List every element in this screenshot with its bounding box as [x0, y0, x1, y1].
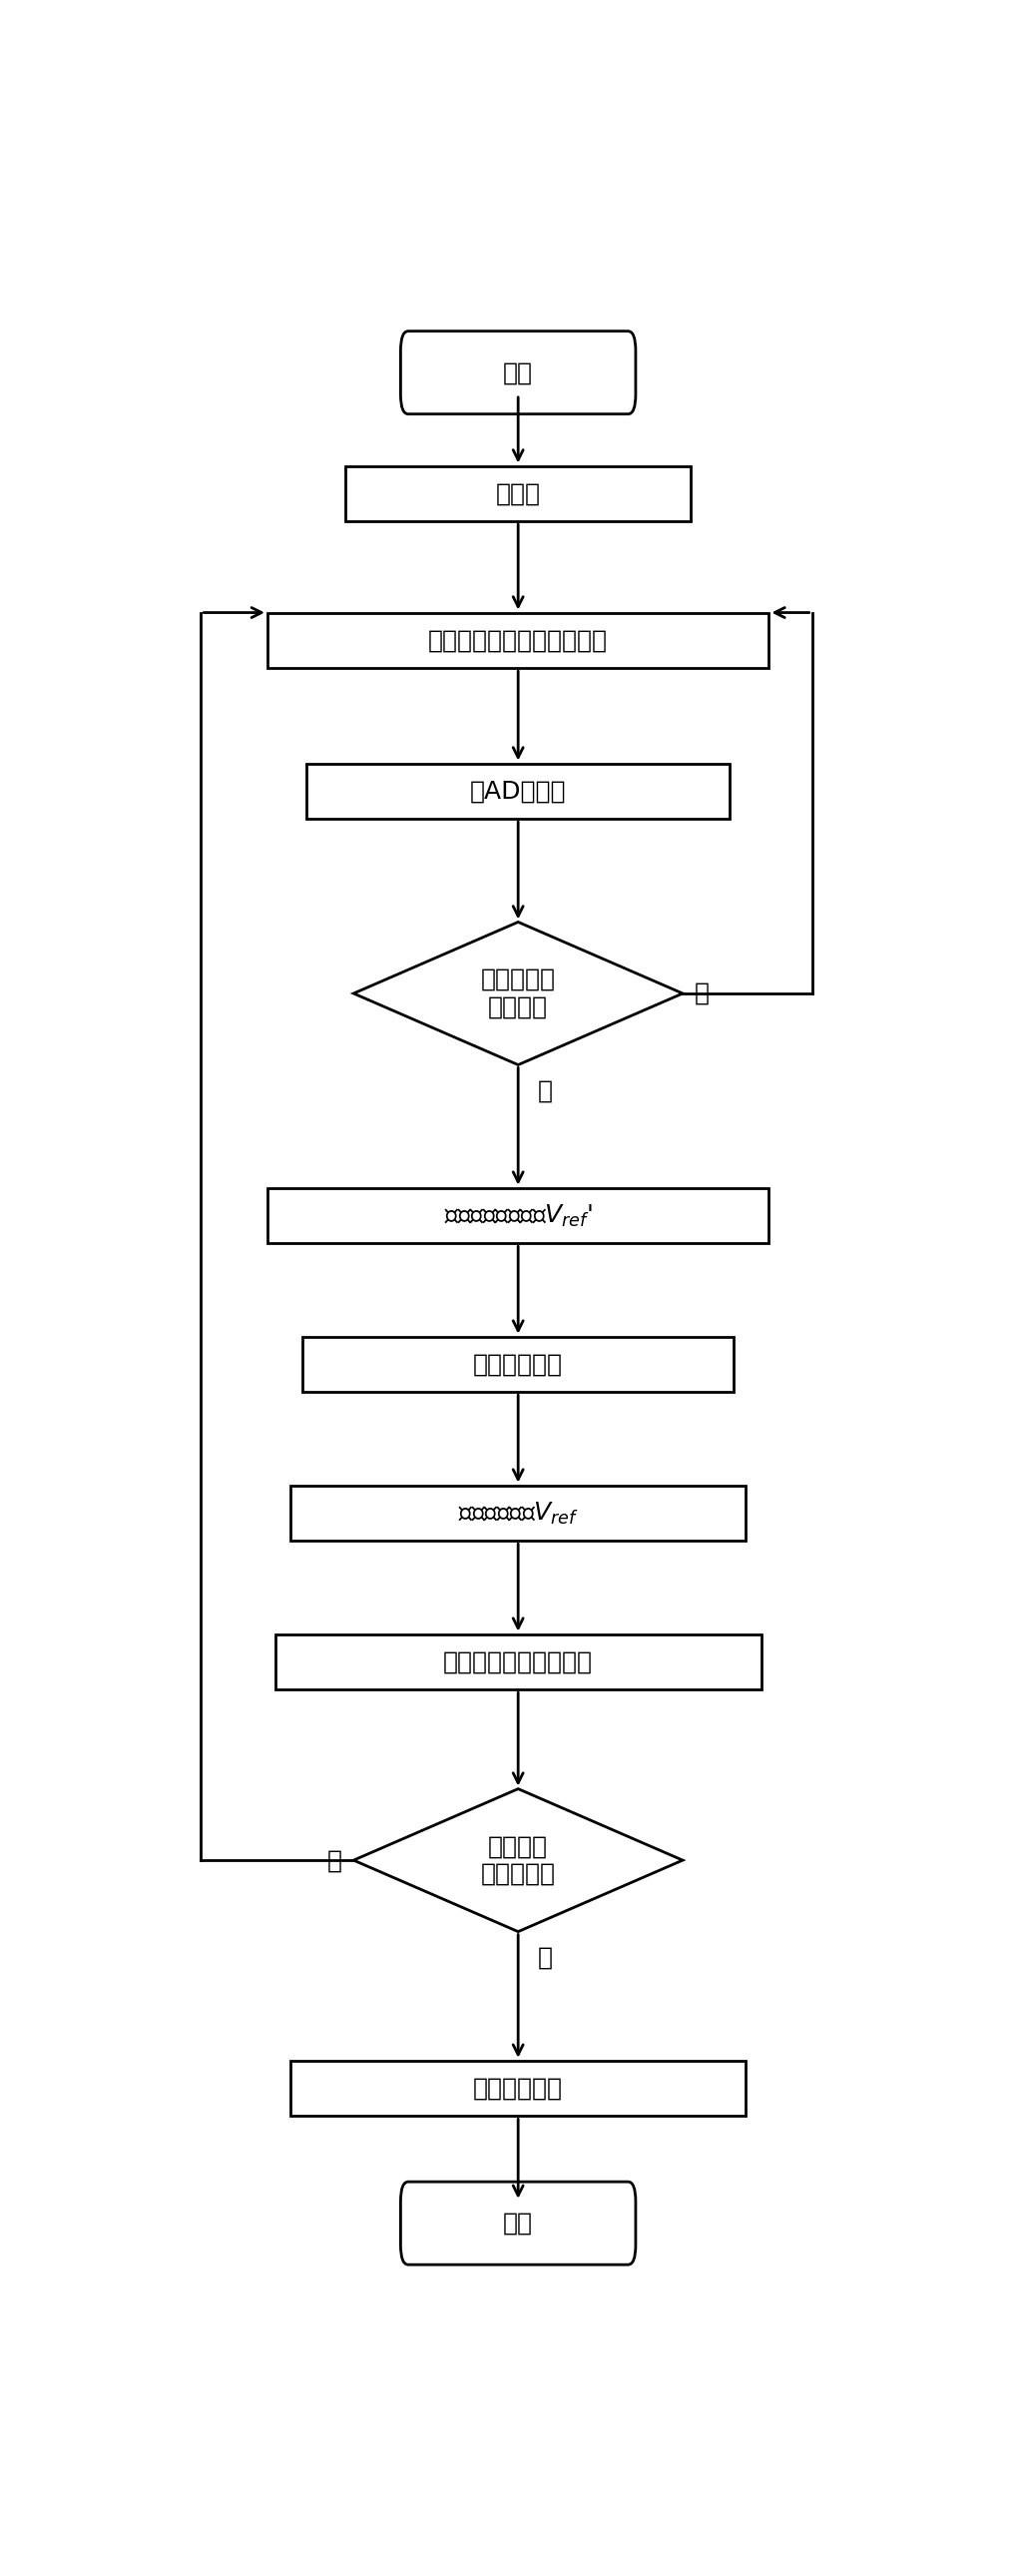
Text: 设定输出电压有效值和频率: 设定输出电压有效值和频率	[429, 629, 608, 652]
Bar	[302, 1337, 734, 1391]
Text: 读AD转换器: 读AD转换器	[470, 778, 566, 804]
Text: 控制参考电压发生模块: 控制参考电压发生模块	[443, 1649, 593, 1674]
Text: 是: 是	[538, 1945, 553, 1971]
Text: 否: 否	[327, 1847, 342, 1873]
Text: 初始化: 初始化	[495, 482, 541, 505]
Text: 否: 否	[538, 1079, 553, 1103]
Text: 保护装置动作: 保护装置动作	[473, 2076, 563, 2099]
Text: 结束: 结束	[503, 2210, 533, 2236]
Polygon shape	[354, 922, 682, 1064]
Bar	[291, 1486, 745, 1540]
Text: 查询理想参考电压$V_{ref}$': 查询理想参考电压$V_{ref}$'	[444, 1203, 592, 1229]
Polygon shape	[354, 1788, 682, 1932]
Text: 设定电压
是否变化？: 设定电压 是否变化？	[480, 1834, 556, 1886]
Bar	[275, 1633, 761, 1690]
Text: 计算参考电压: 计算参考电压	[473, 1352, 563, 1376]
Bar	[346, 466, 691, 520]
Bar	[291, 2061, 745, 2115]
Bar	[306, 762, 730, 819]
Text: 产生参考电压$V_{ref}$: 产生参考电压$V_{ref}$	[458, 1499, 578, 1525]
Text: 是: 是	[695, 981, 710, 1005]
Bar	[267, 1188, 769, 1244]
FancyBboxPatch shape	[400, 2182, 636, 2264]
Text: 开始: 开始	[503, 361, 533, 384]
FancyBboxPatch shape	[400, 332, 636, 415]
Text: 是否过电流
过电压？: 是否过电流 过电压？	[480, 969, 556, 1020]
Bar	[267, 613, 769, 667]
